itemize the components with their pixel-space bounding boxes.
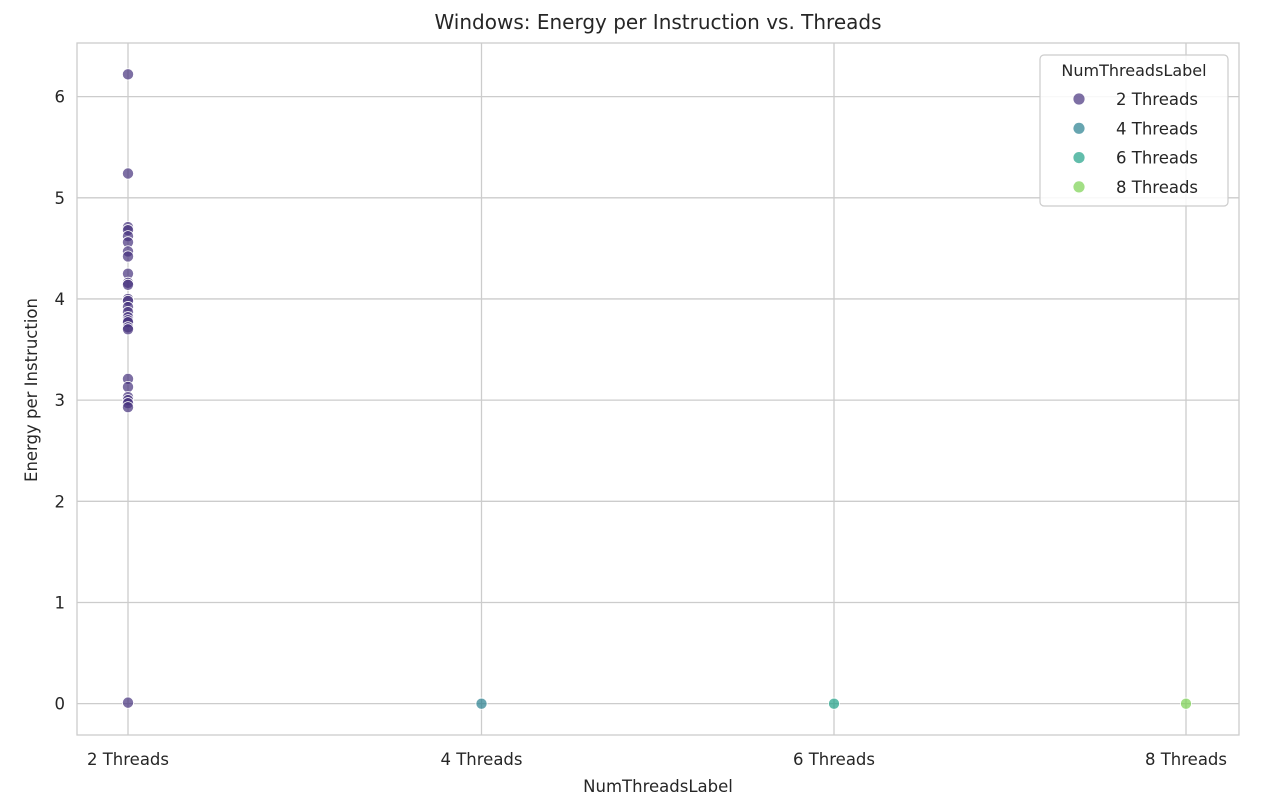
legend-entry-label: 6 Threads: [1116, 149, 1198, 168]
x-tick-label: 6 Threads: [793, 750, 875, 769]
x-axis-label: NumThreadsLabel: [583, 777, 733, 796]
legend-entry-label: 2 Threads: [1116, 90, 1198, 109]
data-point: [1180, 697, 1193, 710]
data-point: [122, 250, 135, 263]
legend-marker: [1073, 181, 1085, 193]
data-point: [122, 401, 135, 414]
legend-marker: [1073, 93, 1085, 105]
y-tick-label: 0: [55, 695, 66, 714]
data-point: [122, 380, 135, 393]
data-point: [122, 167, 135, 180]
legend-marker: [1073, 122, 1085, 134]
data-point: [122, 68, 135, 81]
x-tick-label: 8 Threads: [1145, 750, 1227, 769]
y-tick-label: 5: [55, 189, 66, 208]
plot-frame: [76, 42, 1240, 736]
legend-box: [1039, 54, 1229, 207]
chart-title: Windows: Energy per Instruction vs. Thre…: [434, 10, 881, 34]
x-tick-label: 2 Threads: [87, 750, 169, 769]
y-tick-label: 1: [55, 593, 66, 612]
tick-labels: 0 1 2 3 4 5 6 2 Threads 4 Threads 6 Threads 8 Thre…: [55, 88, 1228, 769]
data-points: [122, 68, 1193, 710]
legend-entry-label: 4 Threads: [1116, 119, 1198, 138]
legend-entry-label: 8 Threads: [1116, 178, 1198, 197]
data-point: [122, 323, 135, 336]
y-tick-label: 3: [55, 391, 66, 410]
y-tick-label: 4: [55, 290, 66, 309]
data-point: [828, 697, 841, 710]
legend: NumThreadsLabel 2 Threads 4 Threads 6 Thre…: [1039, 54, 1229, 207]
data-point: [122, 278, 135, 291]
legend-entries: 2 Threads 4 Threads 6 Threads 8 Threads: [1073, 90, 1198, 197]
y-axis-label: Energy per Instruction: [22, 298, 41, 482]
legend-title: NumThreadsLabel: [1061, 61, 1206, 80]
y-tick-label: 6: [55, 88, 66, 107]
data-point: [122, 696, 135, 709]
legend-marker: [1073, 152, 1085, 164]
x-tick-label: 4 Threads: [440, 750, 522, 769]
y-tick-label: 2: [55, 492, 66, 511]
data-point: [475, 697, 488, 710]
